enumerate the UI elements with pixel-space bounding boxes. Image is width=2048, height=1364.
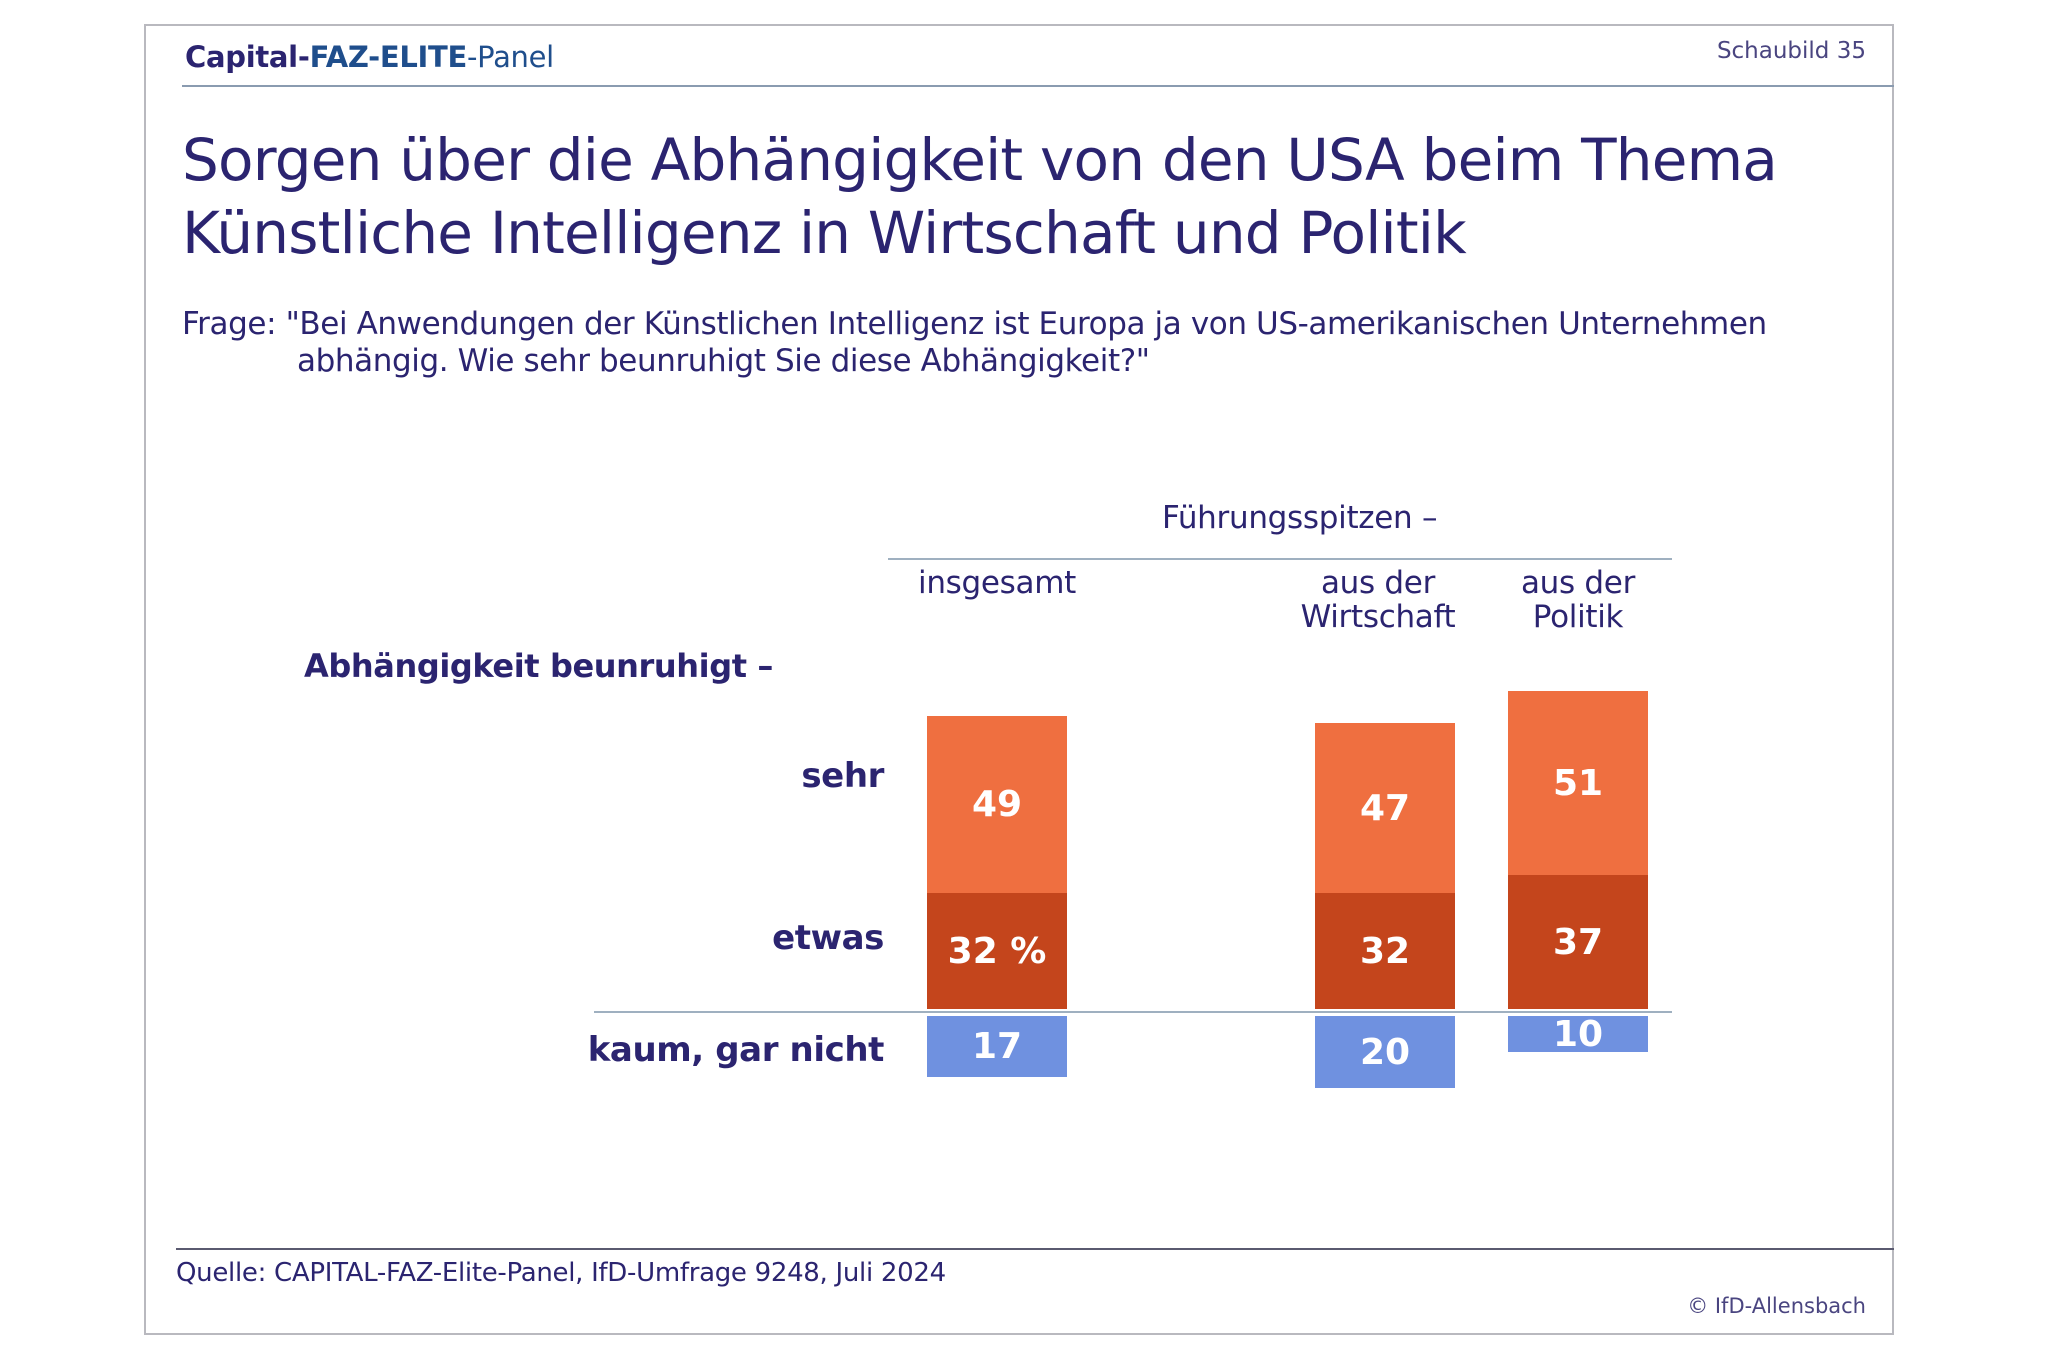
column-label-line: Politik [1532, 599, 1624, 635]
bar-segment-sehr-2: 32 [1315, 893, 1455, 1009]
bar-segment-etwas-1: 49 [927, 716, 1067, 893]
bar-value-label: 20 [1359, 1031, 1411, 1073]
brand-title: Capital-FAZ-ELITE-Panel [185, 40, 554, 74]
bar-value-label: 10 [1552, 1013, 1604, 1055]
bar-segment-sehr-3: 37 [1508, 875, 1648, 1009]
column-label-line: insgesamt [918, 565, 1076, 601]
brand-part-panel: -Panel [467, 40, 554, 74]
slide-frame [144, 24, 1894, 1335]
row-label-kaum-gar-nicht: kaum, gar nicht [587, 1030, 885, 1070]
bar-value-label: 32 [1359, 930, 1411, 972]
bar-value-label: 51 [1552, 762, 1604, 804]
bar-value-label: 17 [971, 1026, 1023, 1067]
title-line-2: Künstliche Intelligenz in Wirtschaft und… [182, 199, 1467, 267]
question-line-2: abhängig. Wie sehr beunruhigt Sie diese … [297, 343, 1150, 379]
figure-label: Schaubild 35 [1716, 38, 1866, 64]
bar-value-label: 37 [1552, 921, 1604, 963]
column-label-insgesamt: insgesamt [897, 566, 1097, 600]
bar-value-label: 47 [1359, 787, 1411, 829]
row-header: Abhängigkeit beunruhigt – [304, 647, 773, 685]
header-divider [182, 85, 1894, 87]
group-divider [888, 558, 1672, 560]
column-label-wirtschaft: aus der Wirtschaft [1278, 566, 1478, 634]
column-label-line: aus der [1320, 565, 1436, 601]
brand-part-capital: Capital- [185, 40, 310, 74]
bar-value-label: 49 [971, 784, 1023, 825]
chart-baseline [594, 1011, 1672, 1013]
bar-value-label: 32 % [947, 930, 1047, 972]
group-header: Führungsspitzen – [1162, 500, 1438, 536]
page-title: Sorgen über die Abhängigkeit von den USA… [182, 124, 1778, 270]
row-label-sehr: sehr [801, 756, 884, 796]
source-note: Quelle: CAPITAL-FAZ-Elite-Panel, IfD-Umf… [176, 1258, 946, 1288]
survey-question: Frage: "Bei Anwendungen der Künstlichen … [182, 306, 1767, 380]
bar-segment-sehr-1: 32 % [927, 893, 1067, 1009]
bar-segment-etwas-3: 51 [1508, 691, 1648, 875]
question-line-1: Frage: "Bei Anwendungen der Künstlichen … [182, 306, 1767, 342]
copyright-note: © IfD-Allensbach [1687, 1294, 1866, 1318]
column-label-line: aus der [1520, 565, 1636, 601]
title-line-1: Sorgen über die Abhängigkeit von den USA… [182, 126, 1778, 194]
row-label-etwas: etwas [772, 918, 884, 958]
bar-segment-kaum-gar-nicht-3: 10 [1508, 1013, 1648, 1055]
brand-part-faz-elite: FAZ-ELITE [309, 40, 468, 74]
column-label-line: Wirtschaft [1300, 599, 1456, 635]
bar-segment-kaum-gar-nicht-1: 17 [927, 1016, 1067, 1077]
footer-divider [176, 1248, 1894, 1250]
bar-segment-etwas-2: 47 [1315, 723, 1455, 893]
column-label-politik: aus der Politik [1478, 566, 1678, 634]
bar-segment-kaum-gar-nicht-2: 20 [1315, 1016, 1455, 1088]
